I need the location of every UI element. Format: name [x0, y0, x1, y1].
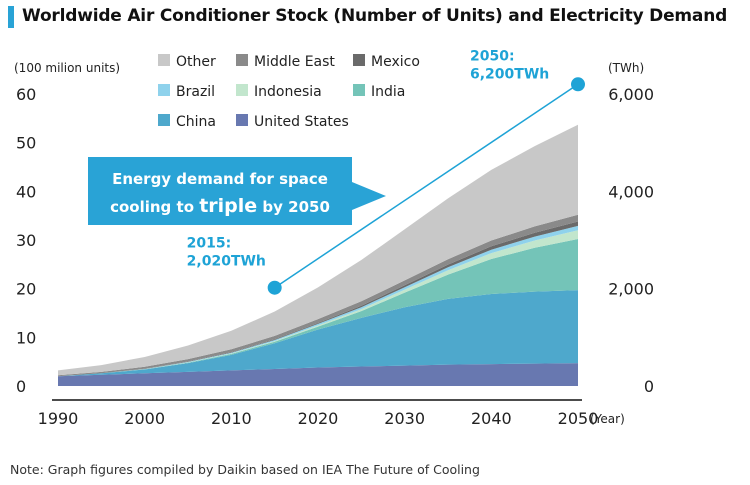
- legend-swatch-middle-east: [236, 54, 248, 66]
- legend-swatch-india: [353, 84, 365, 96]
- legend-label-middle-east: Middle East: [254, 54, 335, 70]
- demand-label-2015-value: 2,020TWh: [187, 254, 266, 270]
- legend-label-china: China: [176, 114, 216, 130]
- demand-line: [274, 83, 579, 289]
- left-axis-tick: 30: [16, 231, 36, 250]
- callout-box: Energy demand for space cooling to triple…: [88, 157, 386, 225]
- callout-shape: [88, 157, 386, 225]
- legend-label-brazil: Brazil: [176, 84, 215, 100]
- demand-point-2050: [571, 77, 585, 92]
- legend-label-mexico: Mexico: [371, 54, 420, 70]
- area-india: [58, 239, 578, 377]
- left-axis: (100 milion units) 0 10 20 30 40 50 60: [14, 61, 120, 396]
- legend-label-other: Other: [176, 54, 216, 70]
- x-axis-tick: 2030: [384, 409, 425, 428]
- area-middle-east: [58, 214, 578, 377]
- legend-swatch-united-states: [236, 114, 248, 126]
- right-axis-tick: 6,000: [608, 85, 654, 104]
- legend-label-india: India: [371, 84, 405, 100]
- legend-swatch-other: [158, 54, 170, 66]
- x-axis-unit: (Year): [590, 412, 625, 426]
- x-axis-tick: 2040: [471, 409, 512, 428]
- x-axis-tick: 2020: [298, 409, 339, 428]
- x-axis-tick: 2050: [558, 409, 599, 428]
- title-accent-bar: [8, 6, 14, 28]
- left-axis-tick: 50: [16, 134, 36, 153]
- x-axis-tick: 2010: [211, 409, 252, 428]
- legend-swatch-mexico: [353, 54, 365, 66]
- x-axis: 1990 2000 2010 2020 2030 2040 2050(Year): [38, 399, 625, 428]
- left-axis-tick: 40: [16, 182, 36, 201]
- legend: Other Middle East Mexico Brazil Indonesia Ind…: [158, 54, 420, 130]
- source-note: Note: Graph figures compiled by Daikin b…: [10, 462, 480, 477]
- left-axis-tick: 20: [16, 280, 36, 299]
- legend-swatch-brazil: [158, 84, 170, 96]
- callout-text-b: by 2050: [257, 198, 330, 216]
- demand-point-2015: [267, 280, 282, 295]
- right-axis-tick: 4,000: [608, 182, 654, 201]
- demand-label-2050-year: 2050:: [470, 48, 515, 64]
- left-axis-tick: 0: [16, 377, 26, 396]
- callout-text-a: cooling to: [110, 198, 199, 216]
- legend-label-indonesia: Indonesia: [254, 84, 322, 100]
- right-axis-tick: 2,000: [608, 280, 654, 299]
- area-china: [58, 290, 578, 377]
- left-axis-unit: (100 milion units): [14, 61, 120, 75]
- area-brazil: [58, 225, 578, 377]
- legend-swatch-indonesia: [236, 84, 248, 96]
- x-axis-tick: 1990: [38, 409, 79, 428]
- right-axis: (TWh) 0 2,000 4,000 6,000: [608, 61, 654, 396]
- area-united-states: [58, 363, 578, 386]
- right-axis-tick: 0: [644, 377, 654, 396]
- right-axis-unit: (TWh): [608, 61, 644, 75]
- area-series-group: [58, 124, 578, 386]
- x-axis-tick: 2000: [124, 409, 165, 428]
- callout-text-emphasis: triple: [199, 195, 257, 217]
- demand-label-2050-value: 6,200TWh: [470, 66, 549, 82]
- callout-line-1: Energy demand for space: [112, 170, 328, 188]
- area-mexico: [58, 221, 578, 377]
- legend-label-united-states: United States: [254, 114, 349, 130]
- demand-label-2015-year: 2015:: [187, 236, 232, 252]
- left-axis-tick: 60: [16, 85, 36, 104]
- left-axis-tick: 10: [16, 328, 36, 347]
- area-indonesia: [58, 230, 578, 377]
- legend-swatch-china: [158, 114, 170, 126]
- chart-title: Worldwide Air Conditioner Stock (Number …: [22, 6, 728, 26]
- demand-line-group: 2015: 2,020TWh 2050: 6,200TWh: [187, 48, 585, 295]
- callout-line-2: cooling to triple by 2050: [110, 195, 330, 217]
